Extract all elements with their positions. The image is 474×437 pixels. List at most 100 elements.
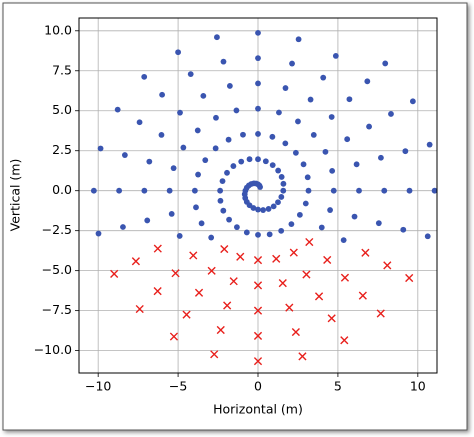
point — [180, 144, 187, 151]
point — [292, 149, 299, 156]
point-x — [210, 350, 219, 359]
point-x — [272, 254, 281, 263]
point — [382, 60, 389, 67]
point — [307, 96, 314, 103]
point — [158, 131, 165, 138]
point — [255, 80, 261, 87]
point-x — [305, 237, 314, 247]
point — [322, 148, 329, 155]
plot-area: −10 −5 0 5 10 −10.0 −7.5 −5.0 −2.5 0.0 2.5 5.0 7.5 10… — [34, 17, 438, 394]
point — [214, 34, 220, 41]
point-x — [253, 331, 263, 340]
point — [136, 119, 143, 126]
y-tick-label: −2.5 — [42, 222, 72, 237]
point — [220, 58, 227, 65]
point — [275, 199, 281, 206]
point-x — [236, 252, 245, 261]
point-x — [153, 287, 162, 296]
point-x — [216, 325, 225, 335]
point — [275, 167, 282, 174]
point — [289, 60, 295, 67]
point-x — [291, 327, 300, 337]
point-x — [278, 279, 287, 288]
point — [195, 171, 201, 178]
point — [217, 187, 224, 194]
point — [144, 217, 151, 224]
point — [246, 156, 253, 163]
point — [356, 187, 362, 194]
point — [255, 131, 261, 137]
point — [255, 55, 261, 62]
point — [302, 200, 309, 207]
point-x — [169, 332, 179, 341]
point — [116, 187, 123, 194]
point — [95, 230, 102, 237]
point — [305, 187, 312, 194]
point — [114, 106, 121, 113]
point — [296, 211, 303, 218]
point-x — [131, 257, 140, 266]
point — [280, 180, 287, 187]
point — [270, 203, 277, 210]
point — [266, 231, 273, 238]
point-x — [358, 291, 367, 300]
point — [280, 187, 287, 194]
point — [208, 234, 215, 241]
point-x — [229, 277, 238, 286]
y-tick-label: 5.0 — [52, 102, 72, 117]
point — [255, 206, 261, 213]
point — [409, 98, 416, 105]
point — [426, 141, 433, 148]
point — [255, 29, 261, 36]
point — [328, 114, 335, 120]
point — [194, 127, 201, 134]
point — [200, 92, 207, 99]
point-x — [194, 288, 204, 297]
point-x — [189, 251, 198, 260]
point — [177, 109, 183, 116]
point — [230, 163, 237, 169]
point — [351, 213, 358, 220]
point — [375, 220, 382, 227]
point — [278, 174, 285, 180]
x-tick-label: 5 — [334, 379, 342, 394]
y-tick-label: 2.5 — [52, 142, 72, 157]
point — [121, 152, 128, 158]
point — [381, 187, 388, 194]
point — [288, 221, 295, 228]
point — [318, 224, 325, 231]
point — [329, 167, 336, 174]
point — [213, 114, 219, 121]
point — [191, 187, 198, 194]
point-x — [253, 256, 263, 265]
point — [300, 161, 307, 168]
point — [402, 148, 409, 155]
point — [90, 187, 97, 194]
point — [198, 220, 205, 227]
point — [332, 52, 339, 59]
point — [310, 131, 317, 138]
point — [159, 91, 166, 98]
point — [224, 169, 230, 176]
point — [344, 136, 351, 143]
point — [366, 123, 372, 130]
point-x — [171, 269, 180, 278]
point — [234, 224, 240, 231]
point-x — [340, 273, 350, 282]
point-x — [153, 244, 162, 253]
point-x — [289, 248, 298, 257]
point-x — [182, 310, 191, 319]
point-x — [376, 309, 385, 318]
point — [141, 187, 148, 194]
point — [176, 233, 183, 239]
point-x — [223, 301, 232, 310]
point — [330, 187, 337, 194]
point-x — [298, 352, 307, 361]
point — [168, 210, 175, 217]
point — [193, 204, 199, 211]
point-x — [327, 314, 336, 323]
y-tick-label: 10.0 — [44, 22, 72, 37]
point — [175, 49, 181, 56]
point — [238, 158, 245, 165]
